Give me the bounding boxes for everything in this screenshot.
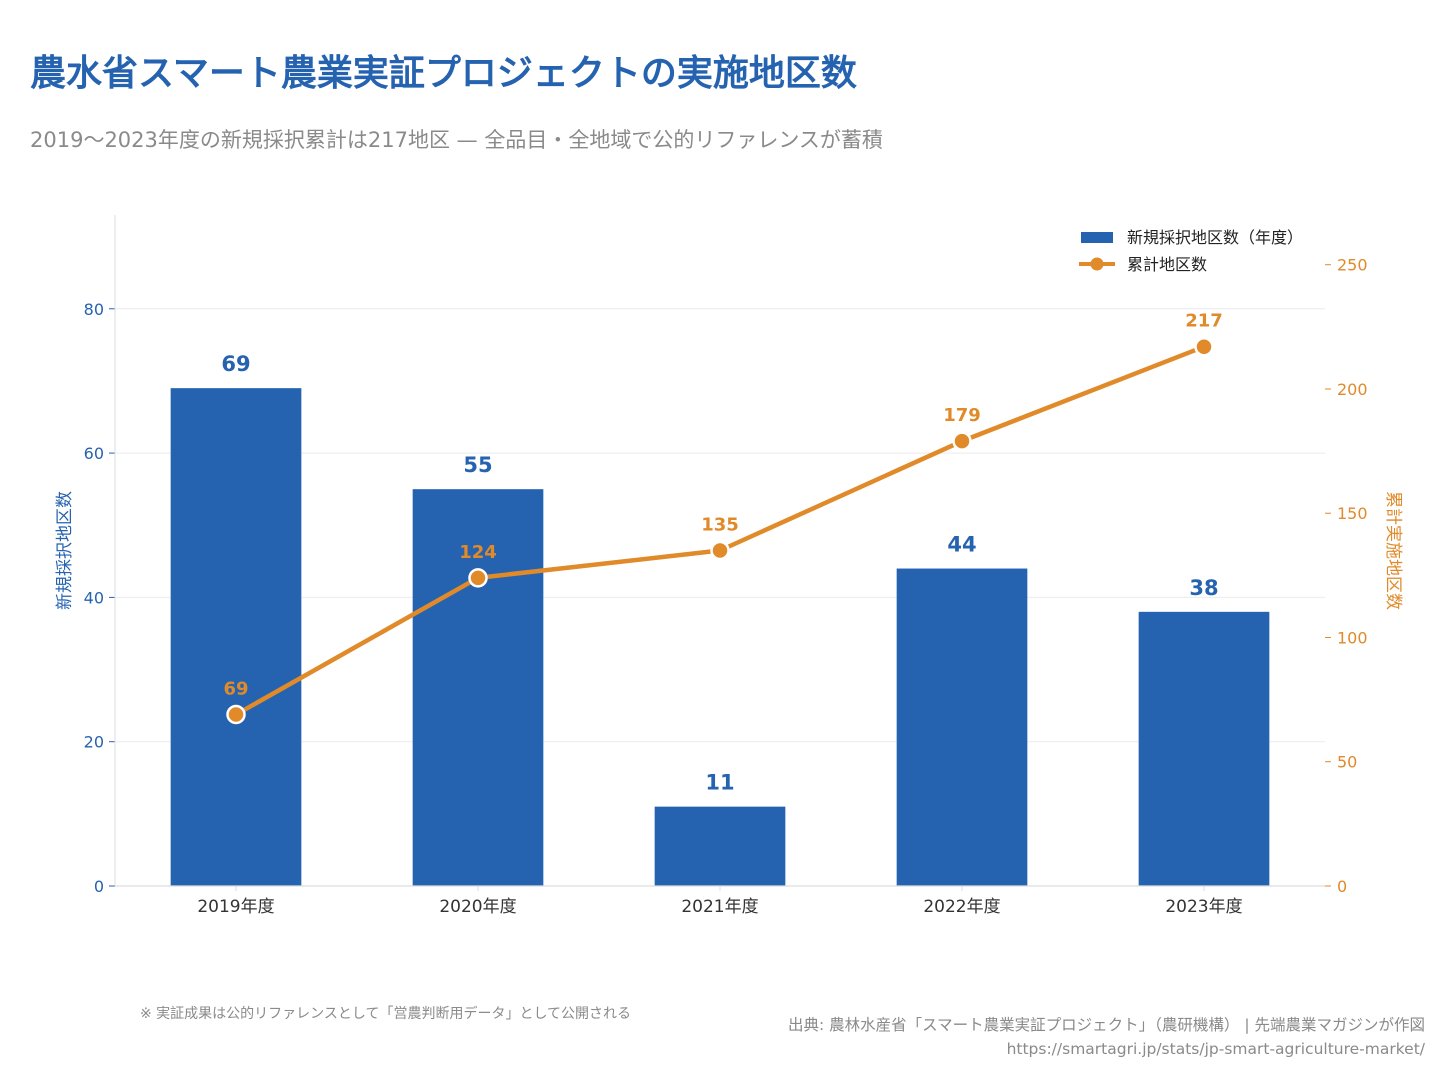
line-point [226, 704, 246, 725]
y2-tick-label: 150 [1337, 504, 1368, 523]
bar-value-label: 55 [463, 453, 492, 477]
chart-subtitle: 2019〜2023年度の新規採択累計は217地区 — 全品目・全地域で公的リファ… [30, 128, 883, 152]
y2-tick-label: 250 [1337, 256, 1368, 275]
bar [654, 806, 786, 886]
grid-lines [115, 308, 1325, 743]
bar [412, 489, 544, 886]
source-text: 出典: 農林水産省「スマート農業実証プロジェクト」（農研機構） | 先端農業マガ… [787, 1016, 1425, 1034]
bar [896, 568, 1028, 886]
bar-value-label: 11 [705, 771, 734, 795]
line-value-label: 135 [701, 515, 739, 536]
y2-axis-title: 累計実施地区数 [1383, 491, 1403, 610]
line-point [952, 431, 972, 451]
x-tick-label: 2021年度 [681, 897, 758, 917]
bar [1138, 611, 1270, 886]
y-tick-label: 80 [84, 300, 104, 319]
bar-value-label: 44 [947, 533, 976, 557]
combo-chart: 0 20 40 60 80 0 50 100 150 200 250 新規採択地区数 累計実施地区数 20… [55, 215, 1403, 917]
y-tick-label: 60 [84, 444, 104, 463]
line-value-label: 217 [1185, 311, 1223, 332]
legend: 新規採択地区数（年度） 累計地区数 [1079, 228, 1303, 274]
line-value-label: 124 [459, 542, 497, 563]
y-tick-label: 40 [84, 588, 104, 607]
line-point [468, 568, 488, 588]
y2-tick-label: 0 [1337, 877, 1347, 896]
line-value-label: 179 [943, 405, 981, 426]
y-axis-title: 新規採択地区数 [55, 491, 75, 610]
source-url: https://smartagri.jp/stats/jp-smart-agri… [1006, 1040, 1425, 1058]
legend-bar-label: 新規採択地区数（年度） [1127, 228, 1303, 247]
bar [170, 388, 302, 886]
source-block: 出典: 農林水産省「スマート農業実証プロジェクト」（農研機構） | 先端農業マガ… [788, 1013, 1425, 1061]
y2-tick-label: 50 [1337, 753, 1357, 772]
line-series [226, 336, 1214, 725]
data-labels: 69 55 11 44 38 69 124 135 179 217 [221, 311, 1222, 795]
x-tick-label: 2019年度 [197, 897, 274, 917]
y2-tick-label: 100 [1337, 628, 1368, 647]
line-point [1194, 336, 1214, 357]
x-tick-label: 2023年度 [1165, 897, 1242, 917]
axes: 0 20 40 60 80 0 50 100 150 200 250 新規採択地区数 累計実施地区数 20… [55, 215, 1403, 917]
legend-bar-swatch [1081, 232, 1113, 243]
x-tick-label: 2020年度 [439, 897, 516, 917]
y2-tick-label: 200 [1337, 380, 1368, 399]
legend-line-label: 累計地区数 [1127, 255, 1207, 274]
bar-series [170, 388, 1270, 886]
x-tick-label: 2022年度 [923, 897, 1000, 917]
bar-value-label: 38 [1189, 576, 1218, 600]
y-tick-label: 0 [94, 877, 104, 896]
footnote: ※ 実証成果は公的リファレンスとして「営農判断用データ」として公開される [140, 1006, 632, 1022]
bar-value-label: 69 [221, 352, 250, 376]
line-value-label: 69 [223, 679, 248, 700]
y-tick-label: 20 [84, 733, 104, 752]
line-point [710, 540, 730, 561]
legend-line-marker [1090, 257, 1104, 271]
chart-title: 農水省スマート農業実証プロジェクトの実施地区数 [30, 53, 857, 94]
